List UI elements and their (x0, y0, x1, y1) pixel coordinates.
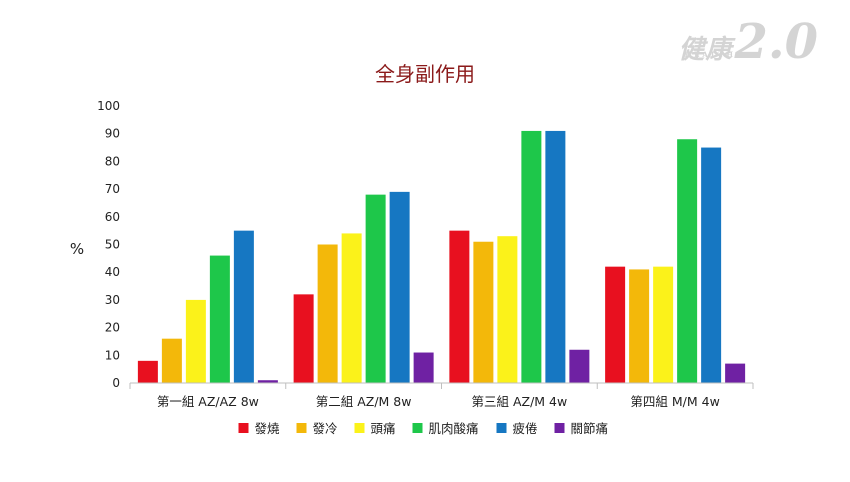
legend-label: 關節痛 (571, 421, 609, 436)
bar (725, 363, 746, 383)
bar (209, 255, 230, 383)
bar (233, 230, 254, 383)
y-tick-label: 10 (105, 348, 120, 362)
chart-title: 全身副作用 (375, 62, 475, 86)
bar (497, 236, 518, 383)
legend-label: 發燒 (255, 421, 281, 436)
y-tick-label: 80 (105, 154, 120, 168)
x-tick-label: 第一組 AZ/AZ 8w (157, 394, 259, 409)
y-tick-label: 60 (105, 210, 120, 224)
y-tick-label: 20 (105, 321, 120, 335)
bar (569, 349, 590, 383)
bar (413, 352, 434, 383)
bar (629, 269, 650, 383)
legend-swatch (354, 423, 365, 433)
watermark-sub: HEALTH (684, 50, 737, 59)
watermark-version: 2.0 (734, 14, 818, 70)
bar (605, 266, 626, 383)
y-axis-ticks: 0 10 20 30 40 50 60 70 80 90 100 (97, 99, 120, 390)
legend-swatch (412, 423, 423, 433)
bar (545, 130, 566, 383)
bar (137, 360, 158, 383)
bar (449, 230, 470, 383)
x-tick-label: 第三組 AZ/M 4w (472, 394, 568, 409)
y-tick-label: 100 (97, 99, 120, 113)
legend-swatch (296, 423, 307, 433)
y-tick-label: 0 (112, 376, 120, 390)
legend-label: 肌肉酸痛 (429, 421, 479, 436)
brand-watermark: 健康2.0 HEALTH (678, 14, 818, 70)
bar (257, 380, 278, 383)
bar (341, 233, 362, 383)
bar (317, 244, 338, 383)
y-tick-label: 70 (105, 182, 120, 196)
bar (677, 139, 698, 383)
bar (653, 266, 674, 383)
bar (293, 294, 314, 383)
y-tick-label: 90 (105, 127, 120, 141)
legend-swatch (554, 423, 565, 433)
legend-swatch (238, 423, 249, 433)
legend-label: 發冷 (313, 421, 338, 436)
watermark-brand: 健康 (678, 35, 733, 65)
y-axis-label: % (70, 240, 84, 258)
legend-label: 頭痛 (371, 421, 396, 436)
y-tick-label: 50 (105, 238, 120, 252)
x-axis-ticks: 第一組 AZ/AZ 8w 第二組 AZ/M 8w 第三組 AZ/M 4w 第四組 M/… (129, 383, 754, 409)
legend-swatch (496, 423, 507, 433)
legend: 發燒 發冷 頭痛 肌肉酸痛 疲倦 關節痛 (238, 421, 609, 436)
x-tick-label: 第二組 AZ/M 8w (316, 394, 412, 409)
legend-label: 疲倦 (513, 421, 538, 436)
bar (521, 130, 542, 383)
bar (389, 191, 410, 383)
bars-group (137, 130, 746, 383)
bar (185, 299, 206, 383)
x-tick-label: 第四組 M/M 4w (630, 394, 719, 409)
bar (473, 241, 494, 383)
bar (701, 147, 722, 383)
bar (161, 338, 182, 383)
bar (365, 194, 386, 383)
y-tick-label: 40 (105, 265, 120, 279)
y-tick-label: 30 (105, 293, 120, 307)
